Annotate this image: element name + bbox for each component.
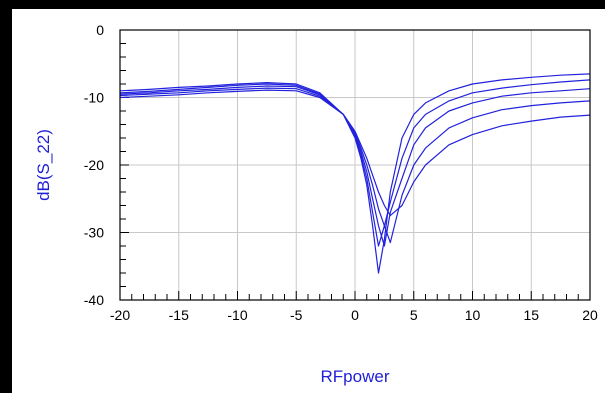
series-layer: [119, 73, 591, 274]
x-tick-label: 5: [410, 307, 418, 323]
x-tick-labels: -20 -15 -10 -5 0 5 10 15 20: [110, 307, 598, 323]
y-tick-label: -20: [84, 157, 104, 173]
x-tick-label: -20: [110, 307, 130, 323]
series-line-4: [119, 87, 591, 244]
x-tick-label: 10: [465, 307, 481, 323]
x-tick-label: 0: [351, 307, 359, 323]
series-line-3: [119, 85, 591, 247]
y-axis-title: dB(S_22): [34, 129, 53, 201]
y-tick-label: -40: [84, 292, 104, 308]
x-axis-title: RFpower: [321, 367, 390, 386]
y-tick-label: -10: [84, 90, 104, 106]
series-line-2: [119, 79, 591, 247]
x-tick-label: 15: [523, 307, 539, 323]
x-tick-label: -15: [169, 307, 189, 323]
series-line-1: [119, 73, 591, 274]
window-top-border: [0, 0, 605, 9]
y-tick-labels: 0 -10 -20 -30 -40: [84, 22, 104, 308]
x-tick-label: -10: [227, 307, 247, 323]
y-tick-label: -30: [84, 225, 104, 241]
y-tick-label: 0: [96, 22, 104, 38]
plot-border: [119, 29, 591, 301]
series-line-5: [119, 89, 591, 217]
window-left-border: [0, 0, 12, 393]
x-tick-label: 20: [582, 307, 598, 323]
x-tick-label: -5: [290, 307, 303, 323]
